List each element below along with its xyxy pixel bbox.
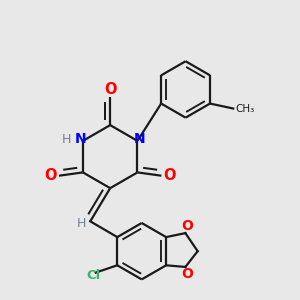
Text: O: O [181, 219, 193, 233]
Text: O: O [104, 82, 116, 97]
Text: H: H [62, 133, 71, 146]
Text: N: N [74, 132, 86, 146]
Text: O: O [44, 168, 57, 183]
Text: H: H [76, 218, 86, 230]
Text: N: N [134, 132, 145, 146]
Text: O: O [164, 168, 176, 183]
Text: O: O [181, 267, 193, 281]
Text: CH₃: CH₃ [235, 103, 254, 113]
Text: Cl: Cl [86, 269, 100, 282]
